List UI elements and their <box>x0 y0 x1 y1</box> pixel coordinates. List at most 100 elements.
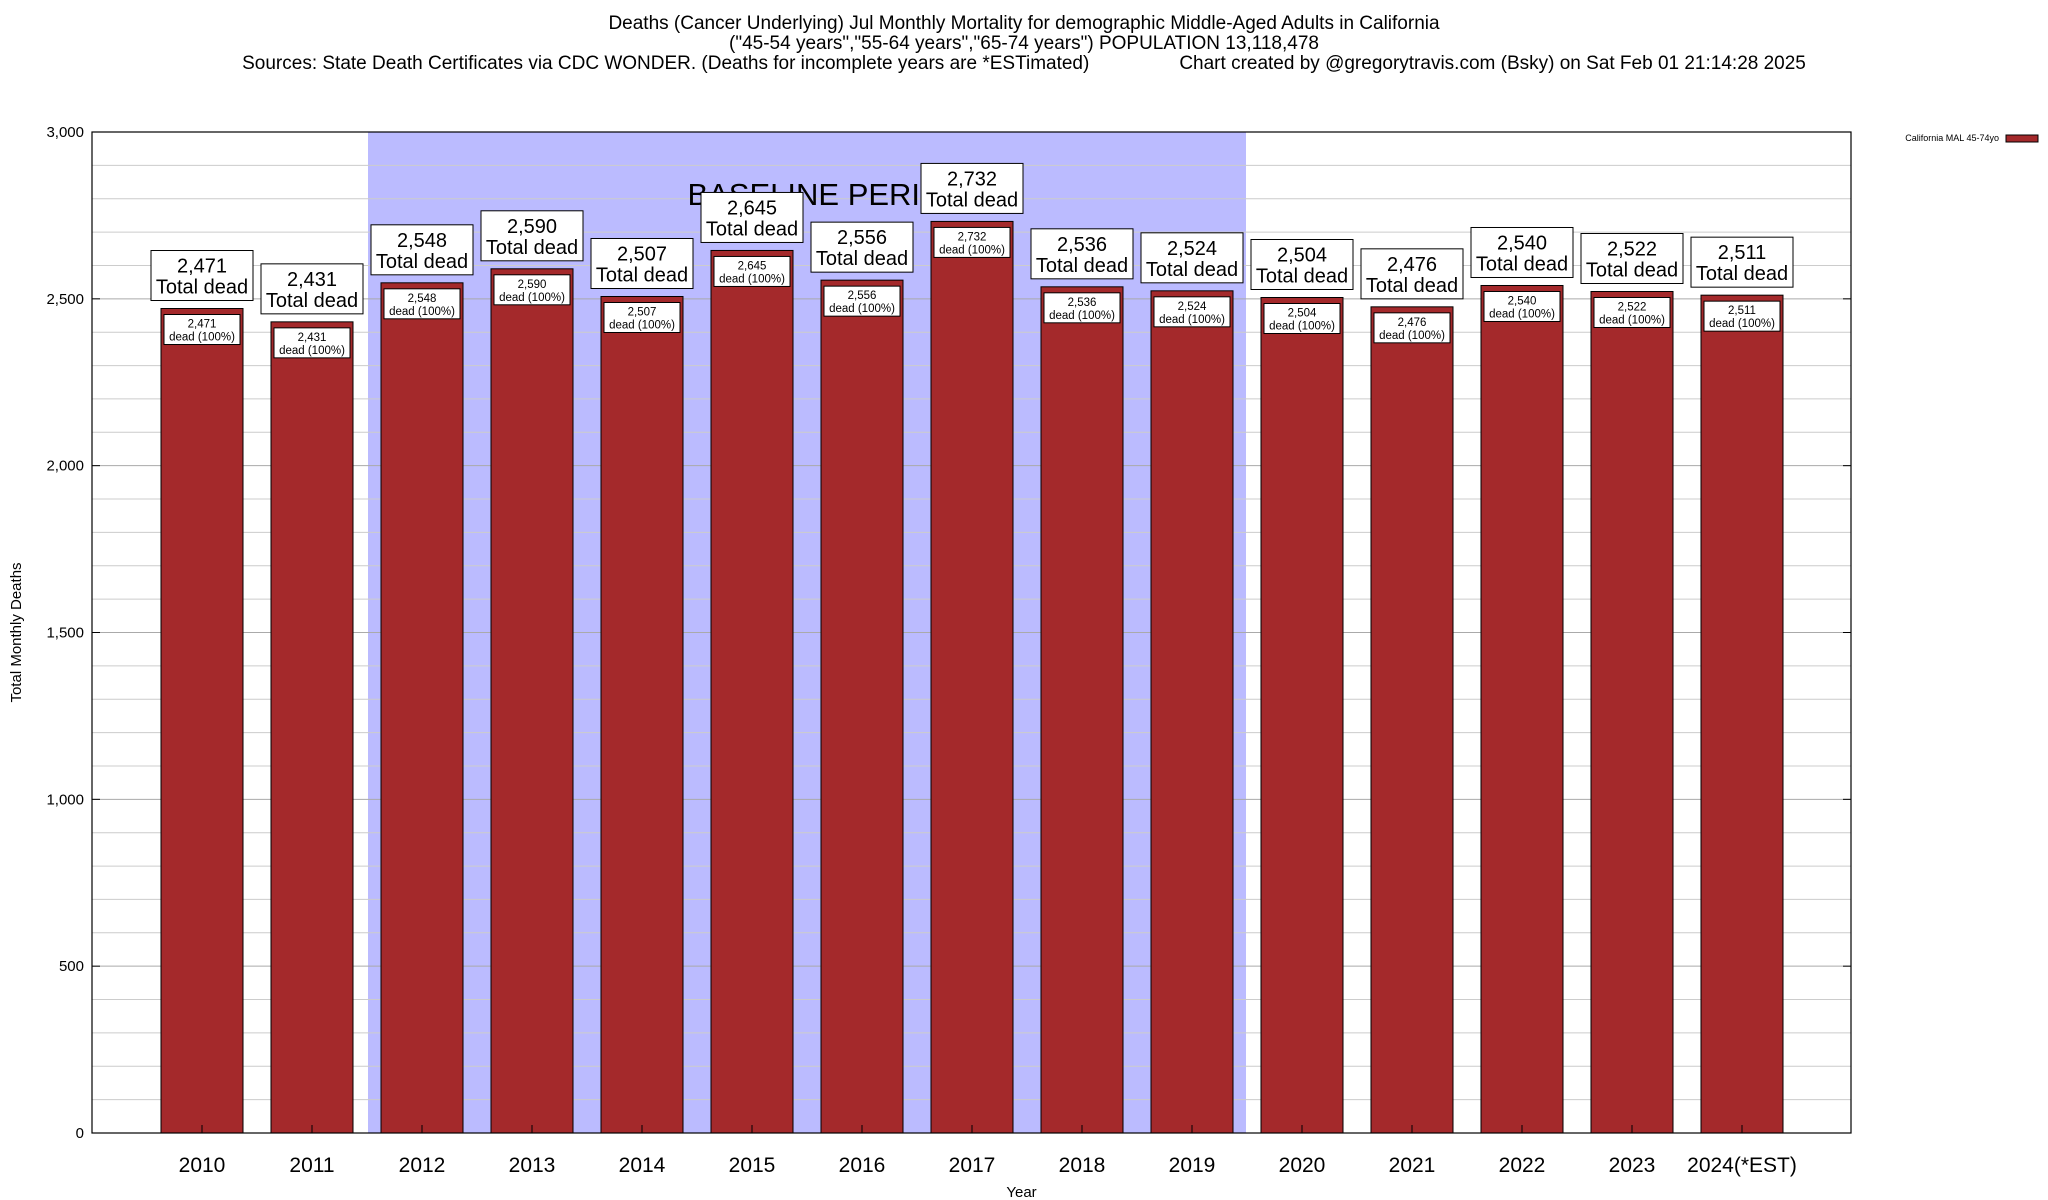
bar <box>1700 294 1784 1134</box>
bar-total-suffix-label: Total dead <box>486 237 578 259</box>
bar-total-suffix-label: Total dead <box>1366 275 1458 297</box>
x-tick-label: 2018 <box>1059 1154 1106 1177</box>
legend-swatch <box>2005 134 2039 143</box>
y-tick-label: 500 <box>59 958 84 975</box>
chart-subtitle: ("45-54 years","55-64 years","65-74 year… <box>729 33 1319 54</box>
y-tick-label: 2,500 <box>46 291 84 308</box>
chart-title-block: Deaths (Cancer Underlying) Jul Monthly M… <box>0 14 2048 74</box>
bar-total-value-label: 2,476 <box>1387 254 1437 276</box>
bar-inner-pct-label: dead (100%) <box>829 303 895 315</box>
bar-total-suffix-label: Total dead <box>706 218 798 240</box>
bar-inner-value-label: 2,732 <box>958 231 987 243</box>
x-tick-label: 2022 <box>1499 1154 1546 1177</box>
x-tick-label: 2019 <box>1169 1154 1216 1177</box>
bar-total-suffix-label: Total dead <box>1146 259 1238 281</box>
bar <box>160 308 244 1134</box>
y-tick-label: 0 <box>76 1125 84 1142</box>
bar-inner-pct-label: dead (100%) <box>1159 314 1225 326</box>
bar-inner-label-box <box>713 255 791 287</box>
bar-inner-label-box <box>1263 302 1341 334</box>
bar-inner-value-label: 2,548 <box>408 293 437 305</box>
bar-inner-value-label: 2,536 <box>1068 297 1097 309</box>
y-tick-label: 1,500 <box>46 625 84 642</box>
bar-inner-value-label: 2,507 <box>628 306 657 318</box>
x-tick-label: 2021 <box>1389 1154 1436 1177</box>
chart-sources: Sources: State Death Certificates via CD… <box>242 53 1090 74</box>
bar-total-label-box <box>700 191 804 243</box>
x-tick-label: 2016 <box>839 1154 886 1177</box>
bar-inner-pct-label: dead (100%) <box>609 319 675 331</box>
bar-inner-value-label: 2,431 <box>298 332 327 344</box>
bar-total-value-label: 2,504 <box>1277 244 1327 266</box>
bar-total-suffix-label: Total dead <box>1586 259 1678 281</box>
bar-inner-value-label: 2,556 <box>848 290 877 302</box>
bar <box>1590 290 1674 1134</box>
bar <box>820 279 904 1134</box>
bar <box>600 295 684 1134</box>
bar-total-label-box <box>1030 228 1134 280</box>
bar-inner-pct-label: dead (100%) <box>1379 330 1445 342</box>
bar-inner-pct-label: dead (100%) <box>499 292 565 304</box>
bar-inner-label-box <box>1703 300 1781 332</box>
bar-total-value-label: 2,732 <box>947 168 997 190</box>
bar-inner-label-box <box>933 226 1011 258</box>
bar <box>930 220 1014 1134</box>
bar-inner-value-label: 2,471 <box>188 319 217 331</box>
bar-total-label-box <box>150 250 254 302</box>
bar-inner-label-box <box>163 314 241 346</box>
bar-total-value-label: 2,507 <box>617 243 667 265</box>
bar-total-suffix-label: Total dead <box>816 248 908 270</box>
bar-inner-pct-label: dead (100%) <box>1489 308 1555 320</box>
bar-total-value-label: 2,540 <box>1497 232 1547 254</box>
chart-credit: Chart created by @gregorytravis.com (Bsk… <box>1179 53 1806 74</box>
bar-inner-pct-label: dead (100%) <box>719 273 785 285</box>
bar-total-label-box <box>1580 232 1684 284</box>
bar-inner-pct-label: dead (100%) <box>1049 310 1115 322</box>
x-tick-label: 2014 <box>619 1154 666 1177</box>
bar-inner-value-label: 2,645 <box>738 260 767 272</box>
bar-inner-label-box <box>1593 296 1671 328</box>
bar-total-suffix-label: Total dead <box>266 290 358 312</box>
bar-total-suffix-label: Total dead <box>596 264 688 286</box>
bar-inner-pct-label: dead (100%) <box>389 306 455 318</box>
bar-total-suffix-label: Total dead <box>926 189 1018 211</box>
bar-inner-label-box <box>1043 292 1121 324</box>
x-tick-label: 2013 <box>509 1154 556 1177</box>
y-axis-label: Total Monthly Deaths <box>8 562 25 702</box>
x-tick-label: 2020 <box>1279 1154 1326 1177</box>
bar-total-value-label: 2,524 <box>1167 238 1217 260</box>
y-tick-label: 2,000 <box>46 458 84 475</box>
bar-total-label-box <box>1690 236 1794 288</box>
bar-total-suffix-label: Total dead <box>156 277 248 299</box>
bar-total-label-box <box>810 221 914 273</box>
bar-inner-pct-label: dead (100%) <box>169 332 235 344</box>
bar-total-label-box <box>590 237 694 289</box>
chart-sources-line: Sources: State Death Certificates via CD… <box>0 54 2048 74</box>
bar-total-label-box <box>1250 238 1354 290</box>
bar-total-value-label: 2,511 <box>1718 242 1767 264</box>
bar-total-label-box <box>1360 248 1464 300</box>
bar <box>1260 296 1344 1134</box>
bar-total-label-box <box>370 224 474 276</box>
bar-inner-value-label: 2,524 <box>1178 301 1207 313</box>
legend-label: California MAL 45-74yo <box>1905 133 1999 143</box>
bar-total-value-label: 2,431 <box>287 269 337 291</box>
bar <box>1150 290 1234 1134</box>
bar <box>1040 286 1124 1134</box>
x-tick-label: 2024(*EST) <box>1687 1154 1797 1177</box>
bar-total-label-box <box>920 162 1024 214</box>
bar-total-suffix-label: Total dead <box>1476 253 1568 275</box>
bar-inner-value-label: 2,590 <box>518 279 547 291</box>
bar-inner-value-label: 2,511 <box>1728 305 1756 317</box>
x-tick-label: 2017 <box>949 1154 996 1177</box>
bar-total-value-label: 2,522 <box>1607 238 1657 260</box>
bar-total-value-label: 2,471 <box>177 256 227 278</box>
bar-inner-pct-label: dead (100%) <box>1269 320 1335 332</box>
bar-inner-label-box <box>383 288 461 320</box>
bar-total-value-label: 2,548 <box>397 230 447 252</box>
chart-title: Deaths (Cancer Underlying) Jul Monthly M… <box>608 13 1440 34</box>
y-tick-label: 3,000 <box>46 124 84 141</box>
x-tick-label: 2010 <box>179 1154 226 1177</box>
bar-inner-label-box <box>1153 296 1231 328</box>
